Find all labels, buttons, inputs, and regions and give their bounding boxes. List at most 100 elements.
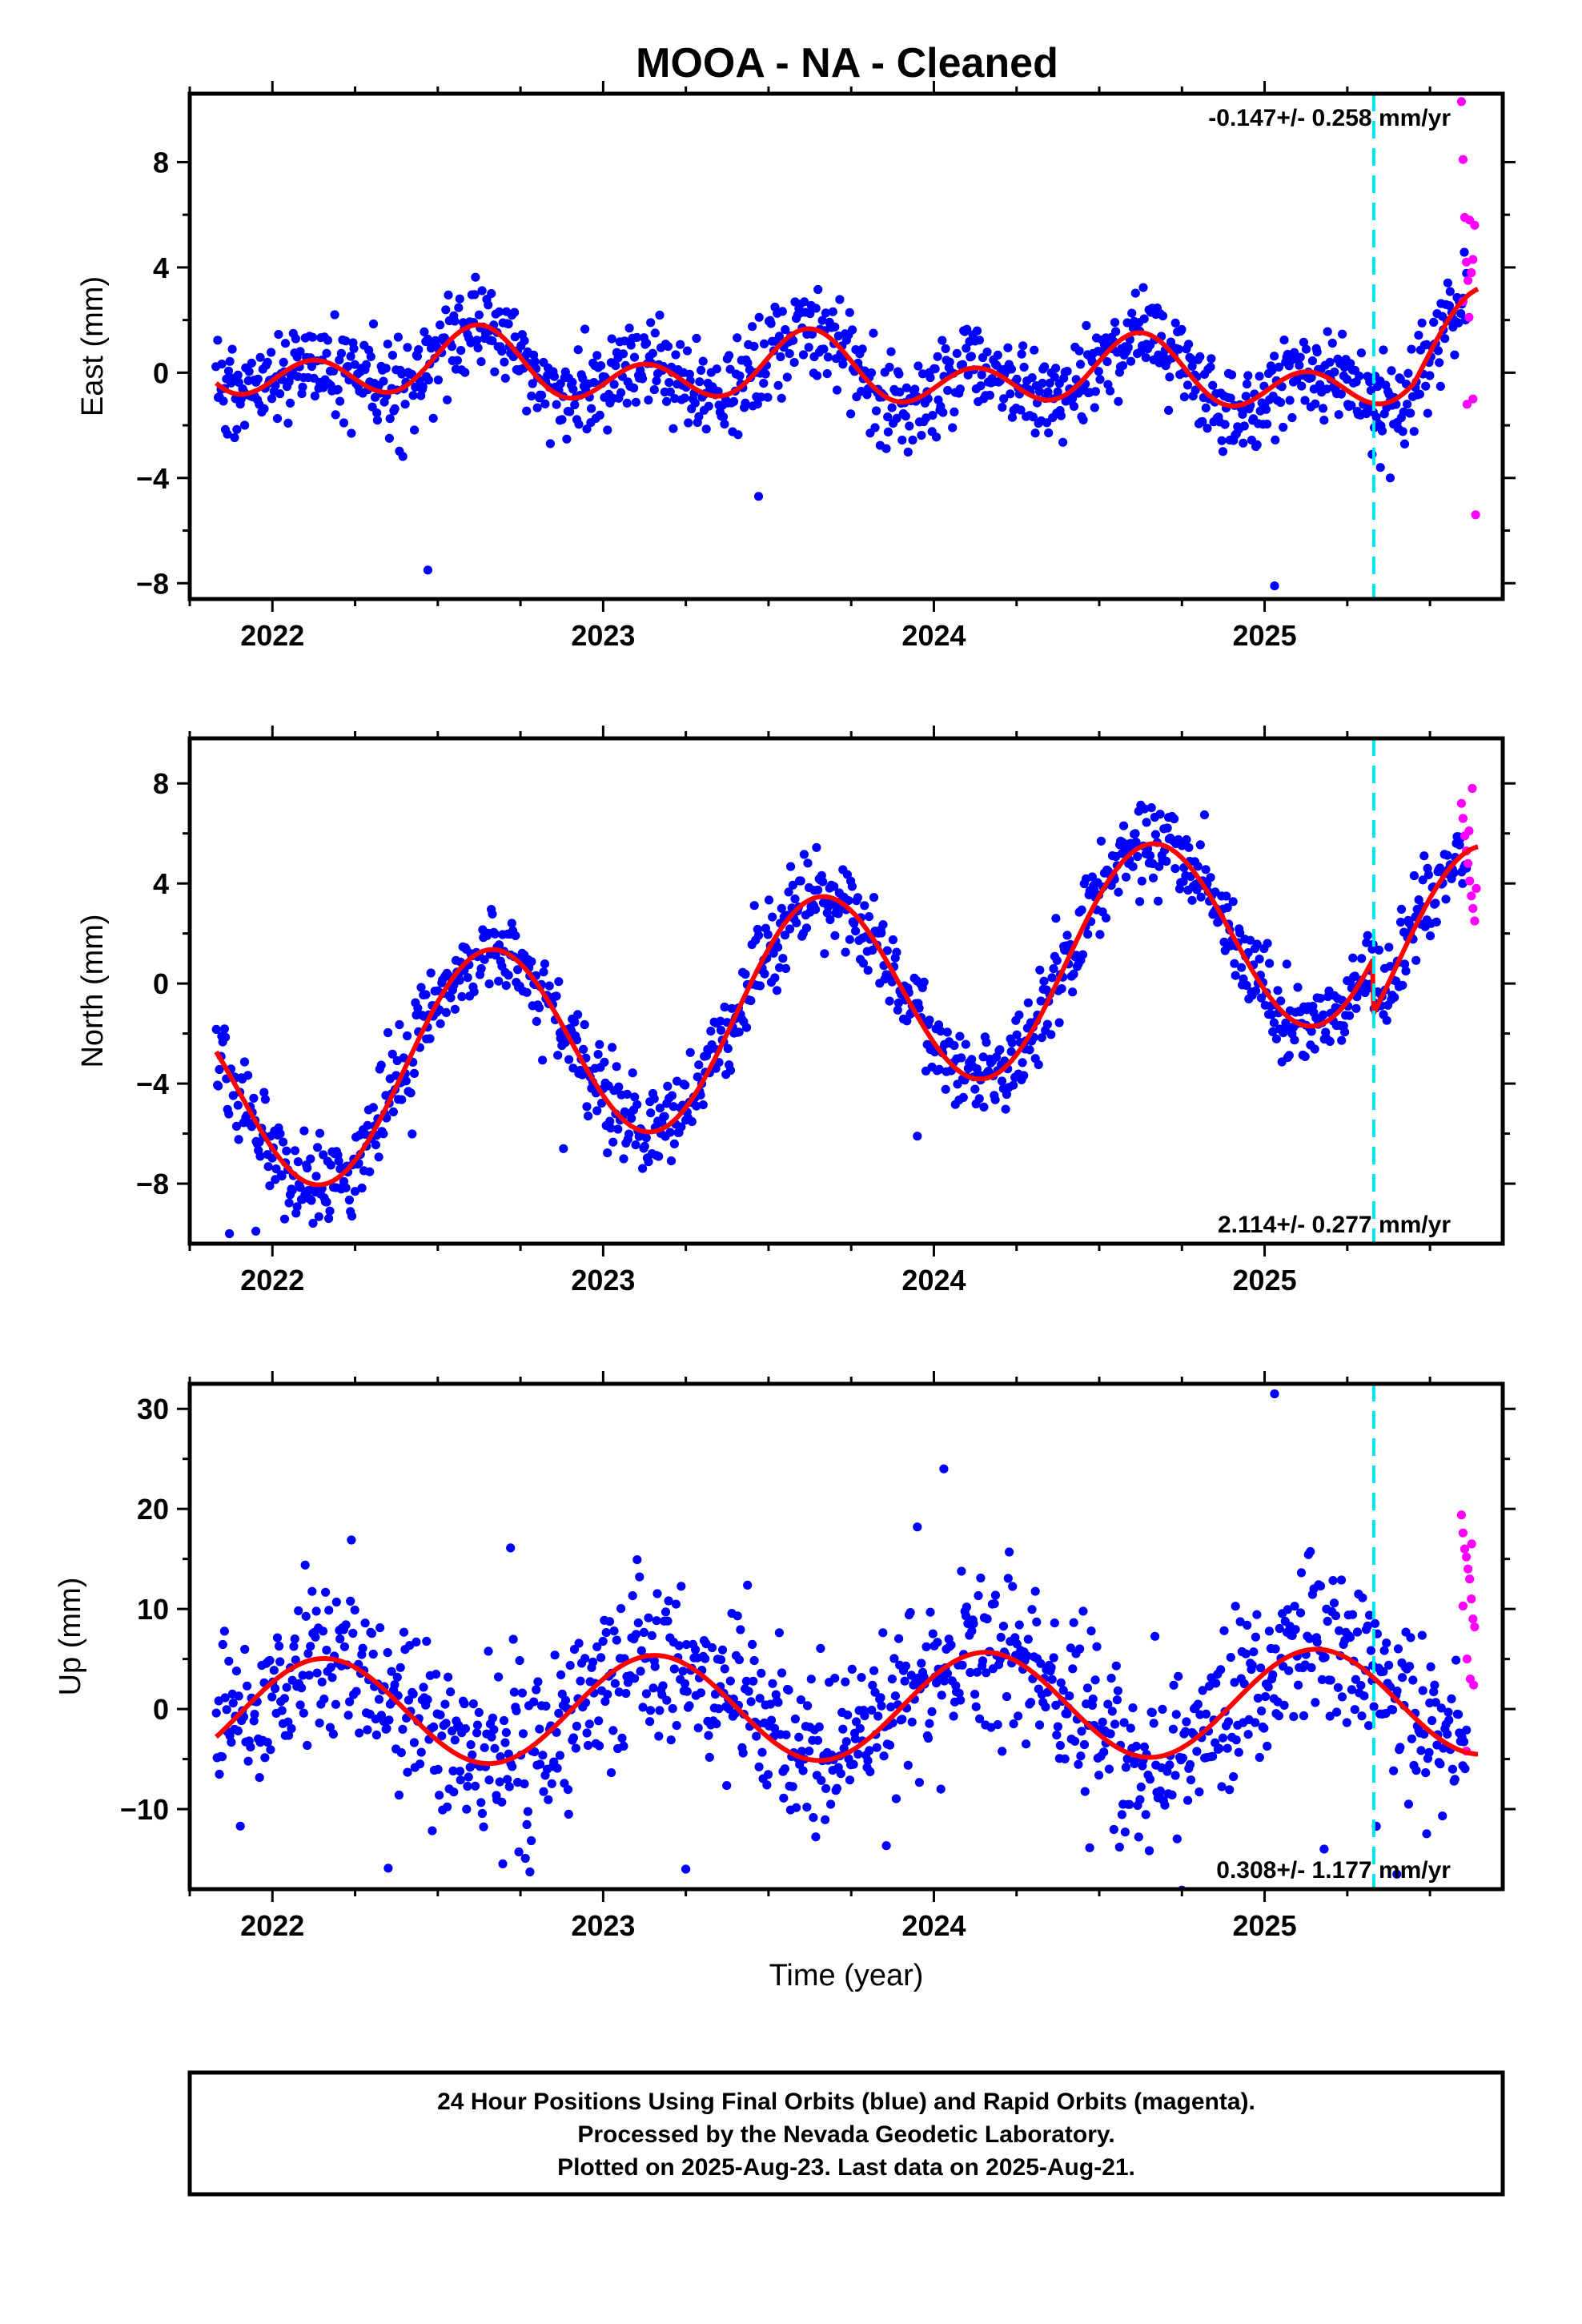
final-orbit-point [876,1693,885,1703]
final-orbit-point [304,1671,314,1680]
final-orbit-point [1223,1717,1234,1727]
final-orbit-point [829,882,839,891]
final-orbit-point [655,1706,665,1715]
final-orbit-point [1269,1018,1279,1027]
final-orbit-point [1447,1694,1456,1703]
final-orbit-point [1422,1829,1431,1839]
final-orbit-point [1351,1003,1361,1013]
final-orbit-point [813,371,822,380]
final-orbit-point [1074,1759,1083,1769]
final-orbit-point [1051,364,1061,373]
final-orbit-point [554,977,564,987]
final-orbit-point [1319,1010,1328,1019]
final-orbit-point [796,1695,806,1705]
final-orbit-point [1443,850,1452,860]
final-orbit-point [617,1733,627,1743]
final-orbit-point [933,1638,942,1647]
rapid-orbit-point [1458,814,1468,823]
final-orbit-point [979,1102,989,1112]
final-orbit-point [608,1137,618,1147]
y-tick-label: 4 [153,251,169,284]
final-orbit-point [1356,1681,1366,1691]
y-tick-label: 30 [137,1393,169,1425]
final-orbit-point [905,421,914,431]
final-orbit-point [727,1003,737,1013]
final-orbit-point [472,1720,483,1730]
final-orbit-point [763,1770,773,1779]
final-orbit-point [368,319,379,329]
final-orbit-point [1444,301,1454,311]
final-orbit-point [1095,930,1105,939]
final-orbit-point [1208,1751,1218,1761]
final-orbit-point [1120,1827,1130,1837]
final-orbit-point [1358,1593,1367,1602]
final-orbit-point [1018,1058,1027,1068]
final-orbit-point [474,310,484,320]
final-orbit-point [928,1629,938,1638]
final-orbit-point [287,1185,297,1195]
final-orbit-point [259,1088,269,1097]
final-orbit-point [644,395,653,405]
x-tick-label: 2023 [571,1909,635,1942]
final-orbit-point [336,348,346,358]
final-orbit-point [1268,1670,1278,1679]
final-orbit-point [603,1148,612,1158]
final-orbit-point [666,1735,676,1745]
final-orbit-point [1396,904,1407,914]
final-orbit-point [725,351,734,360]
final-orbit-point [901,1661,910,1671]
final-orbit-point [387,1049,397,1059]
final-orbit-point [596,361,606,371]
final-orbit-point [310,391,319,401]
final-orbit-point [463,973,472,983]
final-orbit-point [477,286,487,296]
final-orbit-point [1019,362,1029,372]
final-orbit-point [592,1642,602,1651]
final-orbit-point [1438,1811,1447,1821]
final-orbit-point [993,1720,1002,1730]
rapid-orbit-point [1464,1564,1473,1574]
y-tick-label: 0 [153,1693,169,1726]
final-orbit-point [1271,1644,1280,1654]
final-orbit-point [1234,1747,1243,1757]
final-orbit-point [759,379,769,388]
final-orbit-point [1431,1698,1440,1707]
final-orbit-point [339,1642,349,1651]
final-orbit-point [1128,1703,1138,1713]
final-orbit-point [869,893,879,903]
final-orbit-point [1274,1711,1283,1721]
final-orbit-point [738,1748,748,1758]
final-orbit-point [515,1656,524,1666]
final-orbit-point [1392,1687,1402,1696]
final-orbit-point [807,329,817,339]
final-orbit-point [1177,324,1186,334]
final-orbit-point [227,1737,236,1747]
final-orbit-point [457,991,467,1002]
final-orbit-point [1134,1832,1143,1842]
final-orbit-point [404,1695,413,1705]
final-orbit-point [1315,1581,1326,1591]
final-orbit-point [1056,1678,1066,1687]
final-orbit-point [1347,400,1356,410]
final-orbit-point [1079,1739,1090,1750]
final-orbit-point [1186,1775,1196,1785]
final-orbit-point [830,1674,840,1683]
final-orbit-point [970,1690,980,1699]
final-orbit-point [596,1098,607,1108]
final-orbit-point [790,1714,801,1724]
final-orbit-point [484,1775,494,1785]
final-orbit-point [1425,371,1435,380]
final-orbit-point [704,401,713,411]
final-orbit-point [763,930,773,939]
final-orbit-point [393,332,403,342]
chart-title: MOOA - NA - Cleaned [636,40,1058,86]
final-orbit-point [455,975,464,985]
final-orbit-point [454,303,464,312]
final-orbit-point [1122,1754,1132,1763]
final-orbit-point [436,320,445,330]
final-orbit-point [552,400,561,409]
y-tick-label: −8 [136,567,169,600]
final-orbit-point [390,1680,400,1690]
